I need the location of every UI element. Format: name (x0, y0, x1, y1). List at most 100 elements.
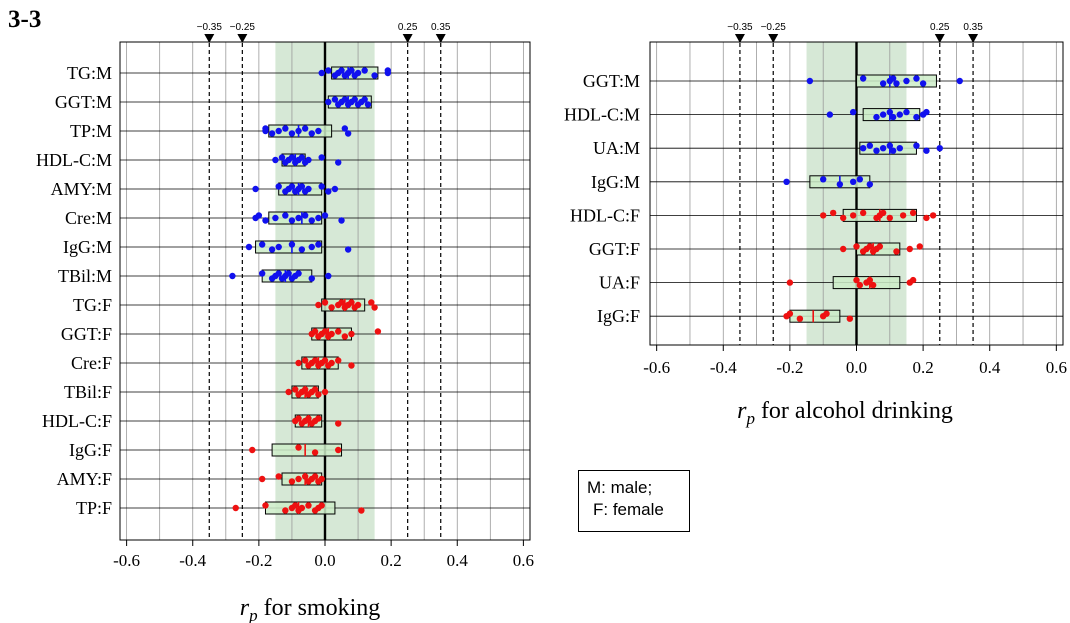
legend-box: M: male; F: female (578, 470, 690, 532)
data-point (893, 248, 900, 255)
x-axis-title: rp for smoking (240, 595, 381, 623)
data-point (856, 176, 864, 183)
data-point (315, 301, 322, 309)
data-point (295, 444, 302, 451)
data-point (311, 473, 319, 480)
data-point (913, 142, 920, 149)
x-axis-subscript: p (248, 606, 258, 623)
data-point (906, 245, 913, 253)
data-point (295, 270, 302, 277)
data-point (308, 243, 315, 251)
data-point (859, 75, 867, 82)
x-tick-label: -0.6 (113, 551, 140, 570)
data-point (806, 77, 814, 85)
threshold-marker (768, 34, 779, 43)
data-point (371, 304, 378, 311)
data-point (786, 279, 794, 286)
data-point (348, 67, 355, 74)
data-point (341, 125, 349, 132)
x-tick-label: 0.4 (979, 358, 1001, 377)
data-point (335, 159, 342, 166)
data-point (305, 502, 312, 509)
data-point (879, 145, 887, 152)
data-point (295, 475, 302, 483)
data-point (956, 77, 963, 85)
data-point (361, 67, 368, 74)
data-point (923, 108, 930, 116)
data-point (923, 147, 930, 154)
data-point (354, 69, 362, 77)
threshold-marker (402, 34, 413, 43)
data-point (344, 130, 352, 137)
data-point (321, 328, 329, 335)
x-axis-text: for smoking (258, 595, 381, 621)
row-label: TBil:M (58, 266, 112, 286)
data-point (305, 185, 312, 193)
data-point (886, 108, 894, 116)
data-point (899, 212, 907, 219)
data-point (829, 209, 837, 217)
data-point (272, 156, 279, 164)
row-label: AMY:M (51, 179, 112, 199)
data-point (315, 241, 322, 248)
data-point (315, 391, 322, 398)
data-point (308, 130, 315, 137)
row-label: IgG:M (63, 237, 112, 257)
threshold-marker (968, 34, 979, 43)
row-label: GGT:M (55, 92, 112, 112)
data-point (866, 142, 874, 149)
row-label: GGT:F (589, 239, 640, 259)
data-point (879, 209, 887, 217)
threshold-label: −0.35 (727, 22, 753, 33)
data-point (916, 243, 923, 250)
data-point (275, 473, 282, 480)
data-point (849, 178, 857, 185)
data-point (846, 315, 854, 322)
data-point (285, 270, 292, 277)
data-point (893, 80, 900, 87)
data-point (321, 357, 329, 364)
data-point (328, 304, 335, 311)
x-tick-label: 0.6 (513, 551, 534, 570)
data-point (351, 96, 358, 103)
data-point (335, 357, 342, 364)
data-point (331, 96, 339, 103)
x-axis-subscript: p (745, 409, 755, 428)
row-box (271, 443, 343, 457)
data-point (268, 246, 276, 253)
data-point (275, 183, 282, 190)
data-point (889, 147, 897, 154)
data-point (348, 362, 355, 369)
data-point (849, 212, 857, 219)
data-point (896, 111, 903, 118)
data-point (318, 502, 325, 509)
data-point (361, 96, 368, 103)
data-point (229, 272, 236, 280)
data-point (913, 75, 920, 82)
data-point (384, 67, 392, 74)
data-point (292, 386, 299, 393)
data-point (866, 276, 874, 284)
data-point (288, 183, 296, 190)
data-point (301, 357, 309, 364)
data-point (315, 127, 322, 135)
data-point (849, 108, 857, 116)
data-point (275, 270, 282, 277)
threshold-label: −0.35 (197, 22, 223, 33)
data-point (354, 301, 362, 309)
data-point (275, 127, 282, 135)
row-label: TP:M (70, 121, 112, 141)
data-point (856, 281, 864, 289)
data-point (295, 214, 302, 222)
data-point (879, 80, 887, 87)
data-point (325, 98, 332, 106)
threshold-marker (934, 34, 945, 43)
data-point (876, 243, 884, 250)
x-tick-label: 0.4 (447, 551, 469, 570)
data-point (318, 183, 325, 190)
data-point (288, 130, 296, 137)
x-tick-label: 0.2 (912, 358, 933, 377)
row-label: HDL-C:F (570, 205, 640, 225)
data-point (295, 415, 302, 422)
data-point (909, 276, 917, 284)
